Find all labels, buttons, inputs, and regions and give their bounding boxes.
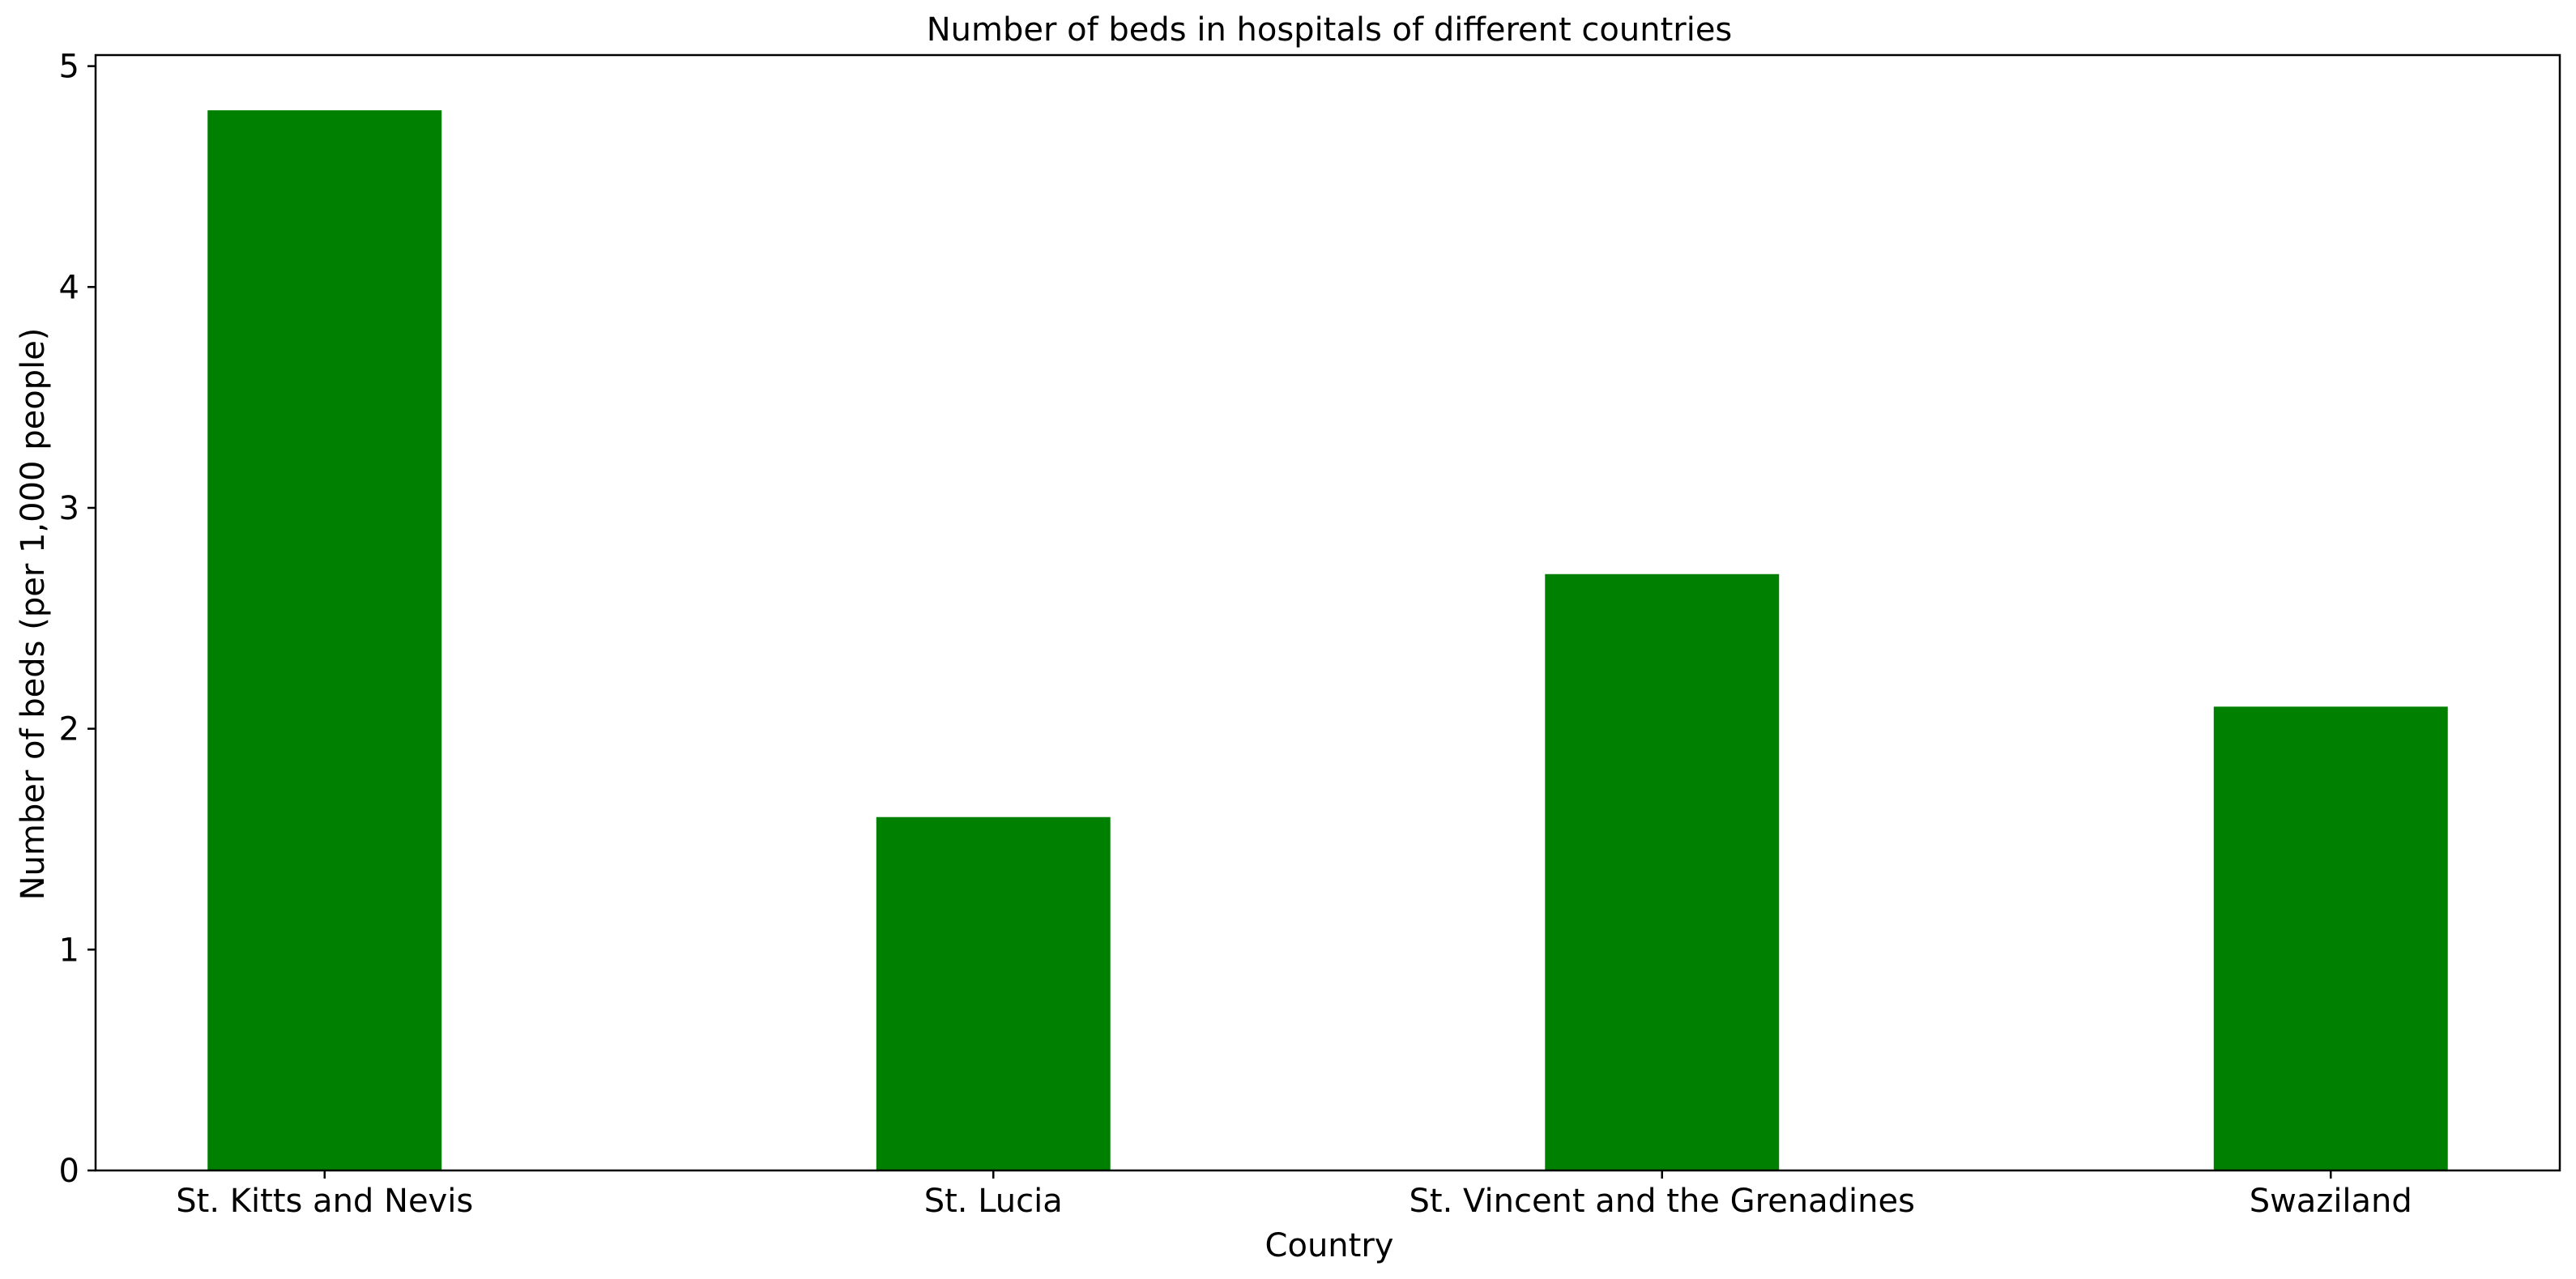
- bar-2: [876, 816, 1111, 1170]
- y-axis: 0 1 2 3 4 5: [59, 49, 96, 1190]
- plot-frame: [94, 53, 2561, 1172]
- x-axis-label: Country: [1265, 1227, 1394, 1264]
- y-tick-label: 1: [59, 932, 79, 969]
- x-tick-label: St. Vincent and the Grenadines: [1410, 1183, 1915, 1220]
- chart-title: Number of beds in hospitals of different…: [927, 11, 1733, 49]
- x-tick-label: St. Kitts and Nevis: [176, 1183, 473, 1220]
- y-axis-label: Number of beds (per 1,000 people): [15, 328, 52, 901]
- bar-1: [207, 110, 442, 1170]
- y-tick-label: 3: [59, 490, 79, 527]
- x-axis: St. Kitts and Nevis St. Lucia St. Vincent …: [176, 1170, 2412, 1220]
- y-tick-label: 2: [59, 711, 79, 748]
- bar-3: [1545, 573, 1780, 1170]
- y-tick-label: 5: [59, 49, 79, 86]
- bars-group: [207, 110, 2448, 1170]
- x-tick-label: Swaziland: [2250, 1183, 2412, 1220]
- y-tick-label: 4: [59, 269, 79, 306]
- x-tick-label: St. Lucia: [924, 1183, 1063, 1220]
- bar-4: [2213, 706, 2448, 1170]
- y-tick-label: 0: [59, 1153, 79, 1190]
